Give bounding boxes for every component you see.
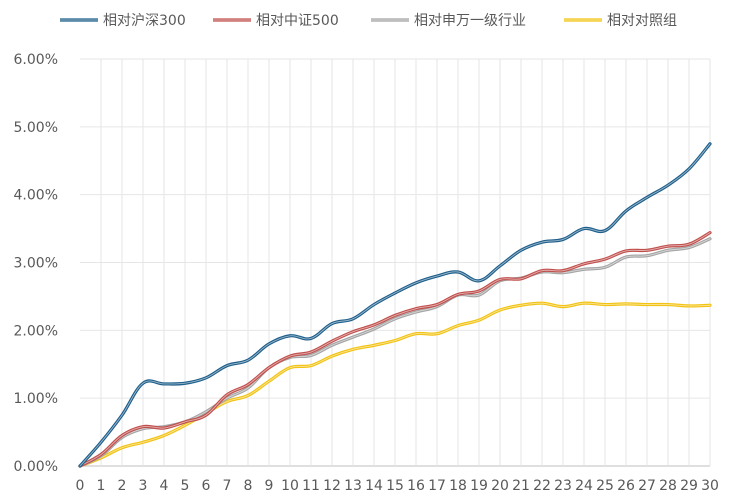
series-line-highlight <box>79 143 711 467</box>
x-tick-label: 1 <box>97 478 106 494</box>
legend-label: 相对对照组 <box>607 13 677 29</box>
legend-label: 相对中证500 <box>256 13 339 29</box>
x-tick-label: 11 <box>302 478 320 494</box>
x-tick-label: 13 <box>344 478 362 494</box>
y-tick-label: 5.00% <box>14 120 58 136</box>
x-axis-ticks: 0 1 2 3 4 5 6 7 8 9 10 11 12 13 14 15 16 17 18 19 20 21 22 23 24… <box>76 478 719 494</box>
x-tick-label: 8 <box>244 478 253 494</box>
x-tick-label: 16 <box>407 478 425 494</box>
x-tick-label: 9 <box>265 478 274 494</box>
y-tick-label: 3.00% <box>14 256 58 272</box>
x-tick-label: 26 <box>617 478 635 494</box>
x-tick-label: 2 <box>118 478 127 494</box>
x-tick-label: 0 <box>76 478 85 494</box>
x-tick-label: 14 <box>365 478 383 494</box>
x-tick-label: 10 <box>281 478 299 494</box>
x-tick-label: 20 <box>491 478 509 494</box>
y-axis-ticks: 0.00% 1.00% 2.00% 3.00% 4.00% 5.00% 6.00% <box>14 52 58 475</box>
legend-item: 相对对照组 <box>564 13 677 29</box>
x-tick-label: 24 <box>575 478 593 494</box>
legend-label: 相对沪深300 <box>103 13 186 29</box>
x-tick-label: 17 <box>428 478 446 494</box>
x-tick-label: 4 <box>160 478 169 494</box>
x-tick-label: 18 <box>449 478 467 494</box>
x-tick-label: 12 <box>323 478 341 494</box>
legend-item: 相对申万一级行业 <box>371 13 526 29</box>
series-layer <box>78 142 712 468</box>
x-tick-label: 7 <box>223 478 232 494</box>
legend-label: 相对申万一级行业 <box>414 13 526 29</box>
x-tick-label: 6 <box>202 478 211 494</box>
x-tick-label: 27 <box>638 478 656 494</box>
series-line-highlight <box>79 302 711 467</box>
y-tick-label: 1.00% <box>14 391 58 407</box>
x-tick-label: 29 <box>680 478 698 494</box>
x-tick-label: 3 <box>139 478 148 494</box>
x-tick-label: 22 <box>533 478 551 494</box>
x-tick-label: 23 <box>554 478 572 494</box>
legend-item: 相对中证500 <box>213 13 339 29</box>
y-tick-label: 0.00% <box>14 459 58 475</box>
x-tick-label: 21 <box>512 478 530 494</box>
legend: 相对沪深300 相对中证500 相对申万一级行业 相对对照组 <box>60 13 677 29</box>
legend-item: 相对沪深300 <box>60 13 186 29</box>
y-tick-label: 6.00% <box>14 52 58 68</box>
y-tick-label: 4.00% <box>14 188 58 204</box>
x-tick-label: 30 <box>701 478 719 494</box>
series-line-highlight <box>79 232 711 467</box>
x-tick-label: 25 <box>596 478 614 494</box>
y-tick-label: 2.00% <box>14 323 58 339</box>
x-tick-label: 5 <box>181 478 190 494</box>
x-tick-label: 15 <box>386 478 404 494</box>
x-tick-label: 28 <box>659 478 677 494</box>
x-tick-label: 19 <box>470 478 488 494</box>
